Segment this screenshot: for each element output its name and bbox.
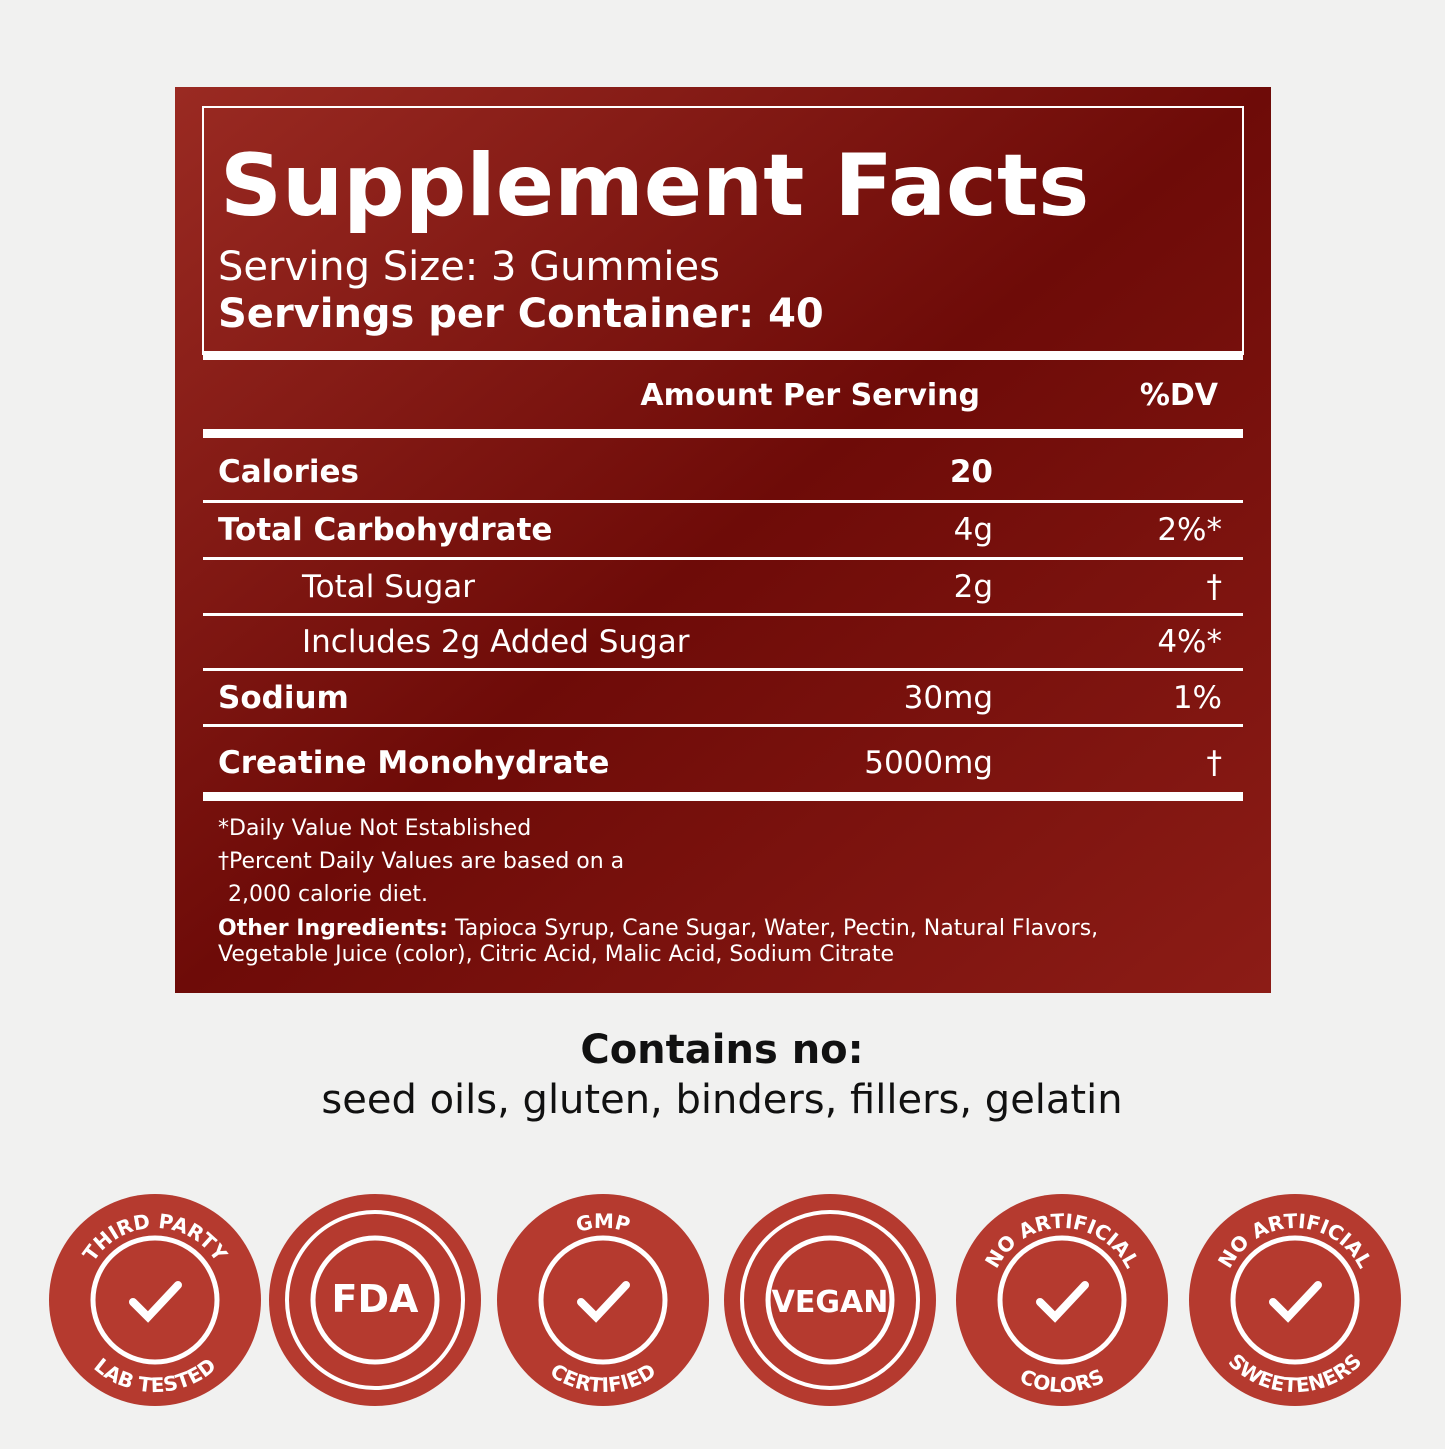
nutrient-amount: 30mg [904, 680, 993, 716]
row-rule [203, 500, 1243, 503]
servings-per-container: Servings per Container: 40 [218, 291, 824, 337]
nutrient-dv: 4%* [1157, 624, 1222, 660]
nutrient-name: Calories [218, 454, 359, 490]
badge-top-text: GMP [573, 1209, 632, 1237]
contains-title: Contains no: [580, 1027, 863, 1073]
nutrient-name: Sodium [218, 680, 349, 716]
nutrient-name: Creatine Monohydrate [218, 745, 609, 781]
badge [724, 1194, 936, 1406]
nutrient-dv: † [1207, 745, 1223, 781]
badge-ring [310, 1235, 440, 1365]
contains-text: seed oils, gluten, binders, fillers, gel… [321, 1077, 1122, 1123]
nutrient-rows: Calories 20 Total Carbohydrate 4g 2%* Total S… [203, 454, 1243, 781]
thick-rule [203, 792, 1243, 801]
other-ingredients: Other Ingredients: Tapioca Syrup, Cane S… [218, 916, 1098, 941]
nutrient-amount: 20 [950, 454, 993, 490]
panel-frame [202, 106, 1244, 355]
badge-ring [1230, 1235, 1360, 1365]
nutrient-dv: 2%* [1157, 512, 1222, 548]
nutrient-dv: 1% [1173, 680, 1222, 716]
badge-ring [90, 1235, 220, 1365]
row-rule [203, 668, 1243, 671]
badge-icon [129, 1281, 182, 1323]
badge-icon [1036, 1281, 1089, 1323]
nutrient-name: Total Sugar [301, 569, 475, 605]
nutrient-amount: 4g [954, 512, 993, 548]
serving-size: Serving Size: 3 Gummies [218, 244, 720, 290]
badge-icon [577, 1281, 630, 1323]
badge [1189, 1194, 1401, 1406]
badge-ring [538, 1235, 668, 1365]
footnote: *Daily Value Not Established [218, 816, 531, 841]
nutrient-name: Includes 2g Added Sugar [302, 624, 690, 660]
row-rule [203, 724, 1243, 727]
badge [49, 1194, 261, 1406]
other-ingredients-text: Vegetable Juice (color), Citric Acid, Ma… [218, 942, 894, 967]
facts-title: Supplement Facts [220, 136, 1089, 236]
nutrient-amount: 5000mg [864, 745, 993, 781]
badge-text: GMP [573, 1209, 632, 1237]
other-ingredients-label: Other Ingredients: [218, 916, 448, 941]
thick-rule [203, 351, 1243, 360]
badge [269, 1194, 481, 1406]
badge [497, 1194, 709, 1406]
badge [956, 1194, 1168, 1406]
other-ingredients-text: Tapioca Syrup, Cane Sugar, Water, Pectin… [454, 916, 1098, 941]
badge-outer-ring [285, 1210, 465, 1390]
facts-panel [175, 87, 1271, 993]
footnote: 2,000 calorie diet. [228, 882, 428, 907]
row-rule [203, 557, 1243, 560]
nutrient-dv: † [1207, 569, 1223, 605]
badge-center-text: VEGAN [772, 1285, 889, 1320]
footnote: †Percent Daily Values are based on a [218, 849, 624, 874]
badge-center-text: FDA [332, 1277, 420, 1321]
dv-header: %DV [1140, 378, 1219, 413]
badge-ring [765, 1235, 895, 1365]
row-rule [203, 613, 1243, 616]
badge-outer-ring [740, 1210, 920, 1390]
badge-ring [997, 1235, 1127, 1365]
thick-rule [203, 429, 1243, 438]
nutrient-name: Total Carbohydrate [218, 512, 552, 548]
amount-header: Amount Per Serving [640, 378, 980, 413]
nutrient-amount: 2g [954, 569, 993, 605]
badge-icon [1269, 1281, 1322, 1323]
